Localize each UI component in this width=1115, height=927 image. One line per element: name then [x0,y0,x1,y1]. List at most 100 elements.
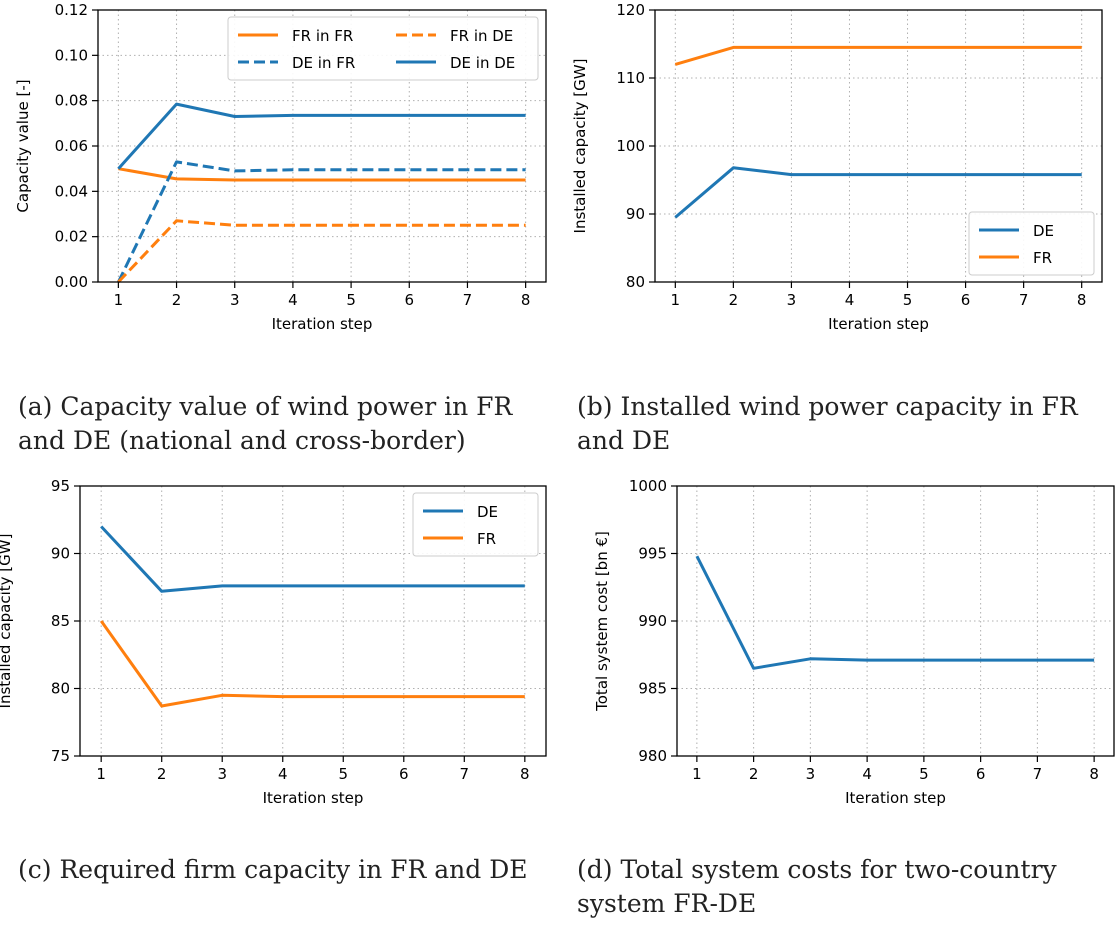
y-axis-label: Installed capacity [GW] [571,59,589,234]
y-tick-label: 85 [51,612,70,630]
caption-c: (c) Required firm capacity in FR and DE [18,855,528,884]
x-tick-label: 7 [460,765,470,783]
legend: DE FR [412,492,539,557]
chart-c-svg: 1 2 3 4 5 6 7 8 75 80 85 90 95 Iteration step Installe… [0,477,547,807]
x-tick-label: 7 [1033,765,1043,783]
legend: DE FR [968,211,1095,276]
y-tick-label: 80 [51,680,70,698]
legend-label: FR in FR [292,27,353,45]
series-line-fr-in-fr [118,167,526,182]
y-tick-label: 0.12 [55,1,88,19]
y-tick-label: 0.00 [55,273,88,291]
x-axis-label: Iteration step [845,789,946,807]
x-tick-label: 4 [278,765,288,783]
x-tick-label: 2 [749,765,759,783]
x-tick-label: 6 [961,291,971,309]
y-axis-label: Total system cost [bn €] [593,531,611,712]
x-tick-label: 2 [157,765,167,783]
y-tick-label: 80 [626,273,645,291]
y-tick-label: 100 [616,137,645,155]
y-tick-label: 0.04 [55,182,88,200]
y-axis-label: Capacity value [-] [14,79,32,212]
grid-lines [677,485,1114,757]
x-tick-label: 1 [96,765,106,783]
x-tick-label: 5 [346,291,356,309]
x-tick-label: 2 [172,291,182,309]
caption-b: (b) Installed wind power capacity in FR … [577,392,1078,455]
y-tick-label: 985 [638,680,667,698]
series-line-de [674,166,1082,219]
x-axis-label: Iteration step [263,789,364,807]
chart-panel-d: 1 2 3 4 5 6 7 8 980 985 990 995 1000 Iteration step To… [557,463,1115,926]
y-tick-label: 120 [616,1,645,19]
x-tick-label: 4 [288,291,298,309]
legend-label: DE [1033,222,1054,240]
chart-panel-c: 1 2 3 4 5 6 7 8 75 80 85 90 95 Iteration step Installe… [0,463,557,926]
y-tick-label: 1000 [629,477,667,495]
plot-frame [676,485,1115,757]
x-tick-label: 6 [404,291,414,309]
x-tick-label: 7 [463,291,473,309]
x-tick-label: 6 [976,765,986,783]
x-tick-label: 4 [862,765,872,783]
series-line-fr-in-de [117,219,526,284]
y-tick-label: 990 [638,612,667,630]
caption-a: (a) Capacity value of wind power in FR a… [18,392,513,455]
x-tick-label: 5 [338,765,348,783]
x-tick-label: 8 [1089,765,1099,783]
series-line-de [100,525,525,593]
y-tick-label: 110 [616,69,645,87]
series-line-de-in-de [117,102,526,170]
chart-d-svg: 1 2 3 4 5 6 7 8 980 985 990 995 1000 Iteration step To… [593,477,1115,807]
x-tick-label: 8 [1077,291,1087,309]
series-line-fr [99,620,525,708]
chart-a-svg: 1 2 3 4 5 6 7 8 0.00 0.02 0.04 0.06 0.08 0.10 0.12 Iter… [14,1,547,333]
x-tick-label: 4 [845,291,855,309]
legend-label: DE in DE [450,54,515,72]
legend-box [412,492,539,557]
y-tick-label: 0.02 [55,228,88,246]
x-tick-label: 6 [399,765,409,783]
x-tick-label: 2 [729,291,739,309]
chart-panel-b: 1 2 3 4 5 6 7 8 80 90 100 110 120 Iteration step Insta… [557,0,1114,463]
y-tick-label: 0.06 [55,137,88,155]
x-tick-label: 5 [903,291,913,309]
x-tick-label: 7 [1019,291,1029,309]
x-tick-label: 8 [520,765,530,783]
x-tick-label: 1 [671,291,681,309]
x-tick-label: 8 [521,291,531,309]
x-tick-label: 1 [692,765,702,783]
y-axis-label: Installed capacity [GW] [0,534,14,709]
series-line-0 [695,555,1095,670]
caption-d: (d) Total system costs for two-country s… [577,855,1057,918]
legend: FR in FR DE in FR FR in DE DE in DE [227,16,539,81]
legend-box [968,211,1095,276]
x-tick-label: 3 [230,291,240,309]
y-tick-label: 95 [51,477,70,495]
y-tick-label: 90 [51,545,70,563]
y-tick-label: 0.08 [55,92,88,110]
legend-label: DE [477,503,498,521]
x-tick-label: 3 [787,291,797,309]
chart-b-svg: 1 2 3 4 5 6 7 8 80 90 100 110 120 Iteration step Insta… [571,1,1103,333]
legend-label: FR [1033,249,1052,267]
series-line-de-in-fr [117,160,526,283]
series-line-fr [674,45,1082,66]
x-tick-label: 3 [806,765,816,783]
legend-label: FR in DE [450,27,513,45]
x-axis-label: Iteration step [272,315,373,333]
y-tick-label: 75 [51,747,70,765]
grid-lines [655,9,1102,283]
legend-label: FR [477,530,496,548]
x-axis-label: Iteration step [828,315,929,333]
y-tick-label: 980 [638,747,667,765]
x-tick-label: 3 [217,765,227,783]
y-tick-label: 995 [638,545,667,563]
x-tick-label: 5 [919,765,929,783]
chart-panel-a: 1 2 3 4 5 6 7 8 0.00 0.02 0.04 0.06 0.08 0.10 0.12 Iter… [0,0,557,463]
legend-label: DE in FR [292,54,355,72]
legend-box [227,16,539,81]
y-tick-label: 90 [626,205,645,223]
y-tick-label: 0.10 [55,46,88,64]
x-tick-label: 1 [114,291,124,309]
